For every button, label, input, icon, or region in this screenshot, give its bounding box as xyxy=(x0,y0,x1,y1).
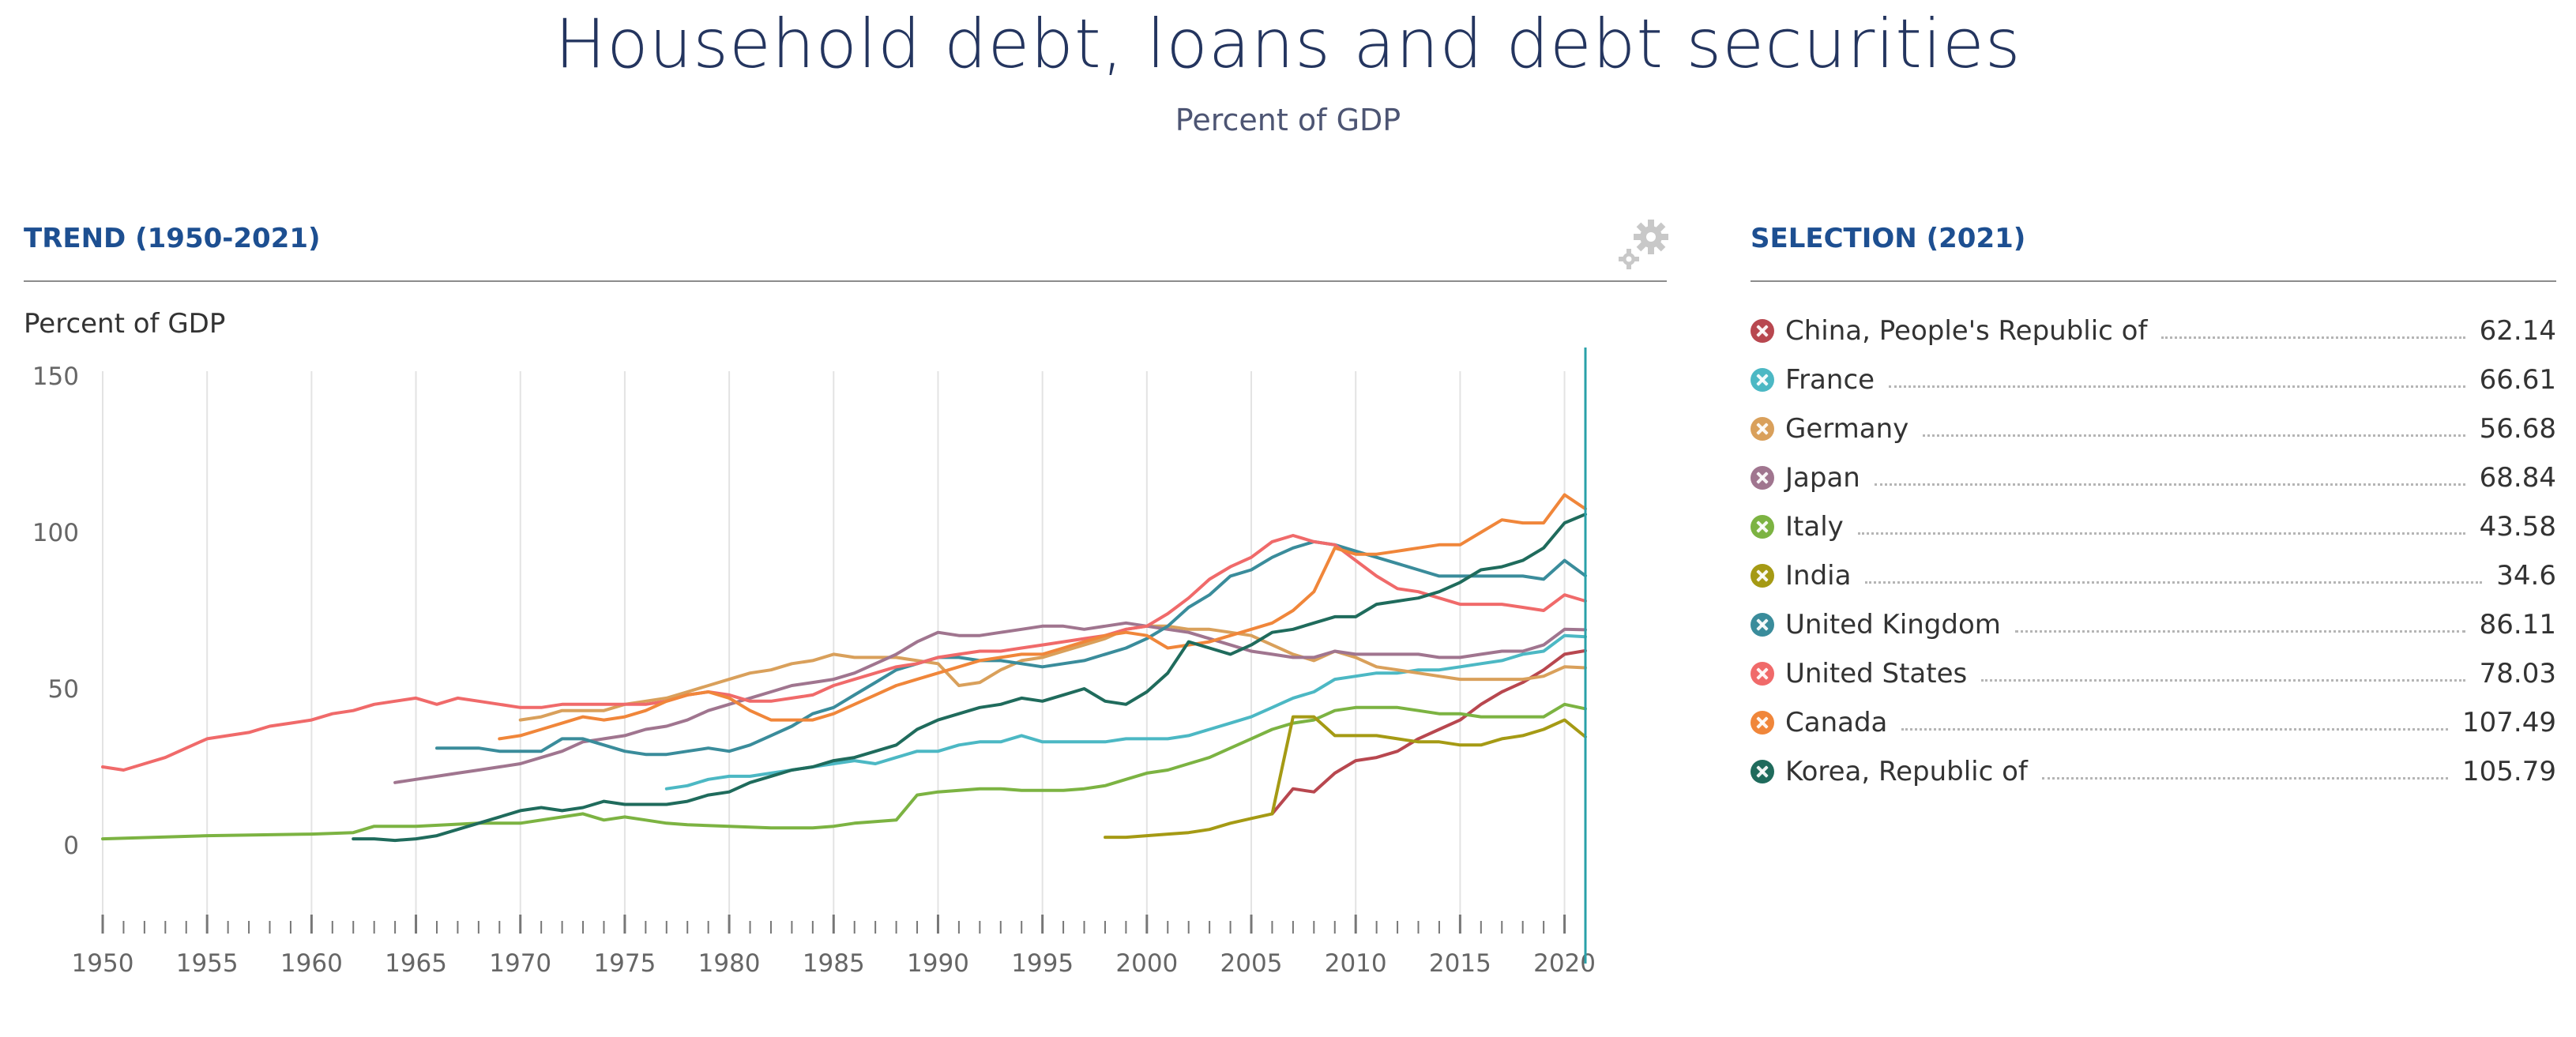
page-title: Household debt, loans and debt securitie… xyxy=(555,5,2021,84)
leader-dots xyxy=(1874,483,2465,486)
leader-dots xyxy=(2014,629,2465,633)
leader-dots xyxy=(1923,434,2465,437)
legend-item[interactable]: United States 78.03 xyxy=(1751,649,2556,698)
legend-value: 68.84 xyxy=(2479,462,2556,494)
legend-name: Korea, Republic of xyxy=(1785,756,2028,787)
legend-item[interactable]: Canada 107.49 xyxy=(1751,698,2556,747)
series-line xyxy=(435,539,1587,757)
legend-value: 62.14 xyxy=(2479,315,2556,347)
remove-x-icon[interactable] xyxy=(1751,319,1774,343)
legend-name: France xyxy=(1785,364,1875,396)
x-tick-label: 1985 xyxy=(803,949,865,978)
x-tick-label: 1965 xyxy=(385,949,447,978)
x-tick-label: 2015 xyxy=(1429,949,1491,978)
remove-x-icon[interactable] xyxy=(1751,564,1774,588)
legend-value: 56.68 xyxy=(2479,413,2556,445)
y-tick-label: 0 xyxy=(63,832,79,860)
legend-name: Italy xyxy=(1785,511,1844,543)
x-tick-label: 2010 xyxy=(1325,949,1387,978)
legend-name: Japan xyxy=(1785,462,1860,494)
leader-dots xyxy=(2041,776,2449,780)
chart-series xyxy=(101,493,1587,843)
remove-x-icon[interactable] xyxy=(1751,760,1774,783)
series-line xyxy=(518,624,1587,722)
legend-value: 107.49 xyxy=(2462,707,2556,738)
legend-item[interactable]: India 34.6 xyxy=(1751,551,2556,600)
series-line xyxy=(101,702,1587,841)
legend-value: 43.58 xyxy=(2479,511,2556,543)
legend-item[interactable]: Japan 68.84 xyxy=(1751,453,2556,502)
y-tick-label: 100 xyxy=(32,519,79,547)
leader-dots xyxy=(1901,727,2449,731)
y-tick-label: 50 xyxy=(48,675,79,704)
legend-item[interactable]: Italy 43.58 xyxy=(1751,502,2556,551)
legend-value: 34.6 xyxy=(2496,560,2556,592)
y-axis-ticks: 0 50 100 150 xyxy=(32,363,79,860)
remove-x-icon[interactable] xyxy=(1751,662,1774,686)
legend-value: 66.61 xyxy=(2479,364,2556,396)
x-tick-label: 1980 xyxy=(698,949,761,978)
legend-name: United States xyxy=(1785,658,1968,689)
legend-name: Canada xyxy=(1785,707,1888,738)
x-tick-label: 1955 xyxy=(176,949,239,978)
leader-dots xyxy=(1865,580,2483,584)
selection-legend: China, People's Republic of 62.14 France 6… xyxy=(1751,306,2556,796)
trend-divider xyxy=(24,280,1667,282)
legend-value: 86.11 xyxy=(2479,609,2556,641)
legend-name: China, People's Republic of xyxy=(1785,315,2148,347)
x-tick-label: 1975 xyxy=(593,949,656,978)
leader-dots xyxy=(1889,385,2465,388)
x-tick-label: 1950 xyxy=(72,949,134,978)
remove-x-icon[interactable] xyxy=(1751,368,1774,392)
x-tick-label: 1995 xyxy=(1011,949,1074,978)
legend-name: United Kingdom xyxy=(1785,609,2001,641)
x-tick-label: 2005 xyxy=(1220,949,1283,978)
x-tick-label: 1970 xyxy=(489,949,551,978)
leader-dots xyxy=(1857,532,2465,535)
legend-value: 78.03 xyxy=(2479,658,2556,689)
legend-item[interactable]: China, People's Republic of 62.14 xyxy=(1751,306,2556,355)
y-axis-label: Percent of GDP xyxy=(24,308,226,340)
remove-x-icon[interactable] xyxy=(1751,417,1774,441)
chart-gridlines xyxy=(102,371,1566,928)
series-line xyxy=(498,493,1587,741)
remove-x-icon[interactable] xyxy=(1751,466,1774,490)
legend-item[interactable]: Korea, Republic of 105.79 xyxy=(1751,747,2556,796)
legend-name: Germany xyxy=(1785,413,1909,445)
series-line xyxy=(352,513,1587,843)
legend-item[interactable]: Germany 56.68 xyxy=(1751,404,2556,453)
legend-item[interactable]: France 66.61 xyxy=(1751,355,2556,404)
x-tick-label: 2000 xyxy=(1115,949,1178,978)
remove-x-icon[interactable] xyxy=(1751,613,1774,637)
leader-dots xyxy=(2161,336,2465,339)
settings-gears-icon[interactable] xyxy=(1611,213,1675,276)
legend-value: 105.79 xyxy=(2462,756,2556,787)
leader-dots xyxy=(1981,678,2465,682)
x-axis: 1950 1955 1960 1965 1970 1975 1980 1985 1990 1995… xyxy=(72,915,1596,978)
y-tick-label: 150 xyxy=(32,363,79,391)
legend-item[interactable]: United Kingdom 86.11 xyxy=(1751,600,2556,649)
x-tick-label: 1990 xyxy=(907,949,969,978)
series-line xyxy=(1104,715,1587,840)
trend-heading: TREND (1950-2021) xyxy=(24,223,321,254)
selection-heading: SELECTION (2021) xyxy=(1751,223,2026,254)
x-tick-label: 1960 xyxy=(280,949,343,978)
selection-divider xyxy=(1751,280,2556,282)
remove-x-icon[interactable] xyxy=(1751,711,1774,735)
page-subtitle: Percent of GDP xyxy=(1175,103,1401,137)
legend-name: India xyxy=(1785,560,1852,592)
remove-x-icon[interactable] xyxy=(1751,515,1774,539)
